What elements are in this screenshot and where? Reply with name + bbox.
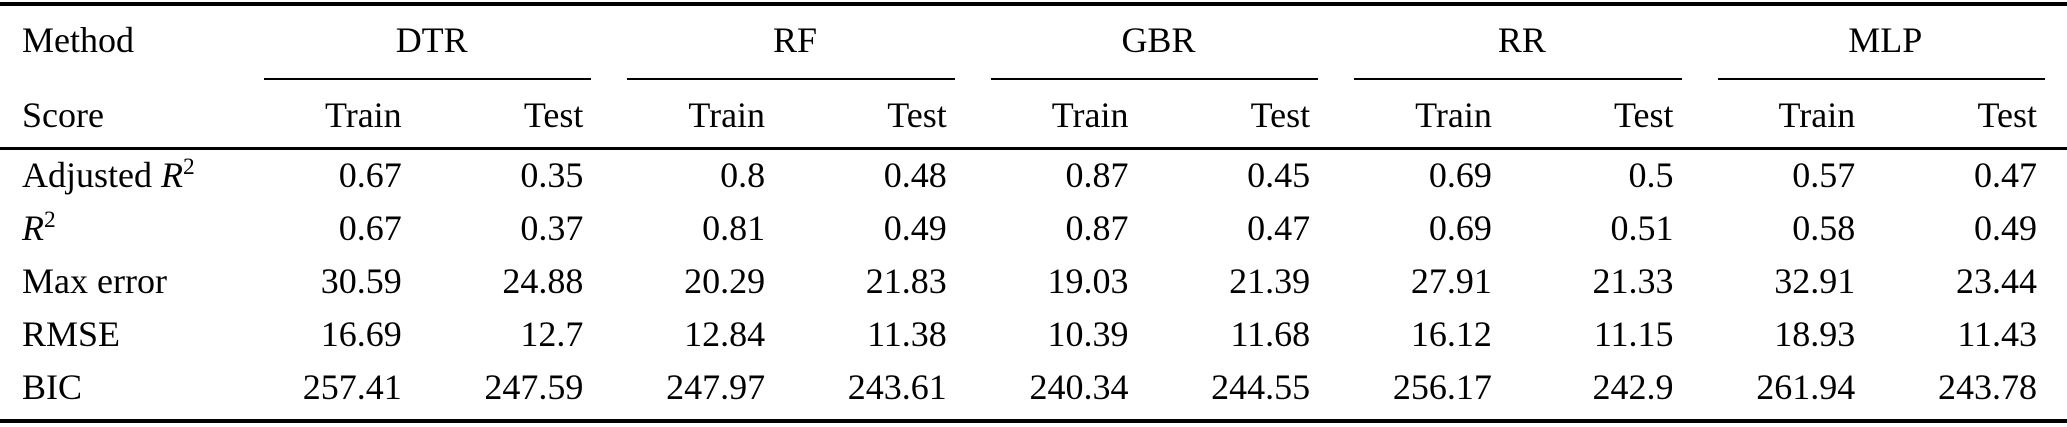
data-cell: 10.39 [1047, 313, 1129, 354]
data-cell: 32.91 [1774, 260, 1856, 301]
row-label-adjusted-r2: Adjusted R2 [0, 146, 250, 201]
data-cell: 243.78 [1938, 366, 2037, 407]
data-cell: 256.17 [1392, 366, 1492, 407]
table-row-rmse: RMSE 16.69 12.7 12.84 11.38 10.39 11.68 … [0, 307, 2067, 360]
subheader-dtr-train: Train [324, 95, 402, 136]
data-cell: 0.51 [1610, 207, 1674, 248]
cmidrule-spacer [0, 74, 250, 84]
data-cell: 0.37 [520, 207, 584, 248]
data-cell: 257.41 [302, 366, 402, 407]
table-row-bic: BIC 257.41 247.59 247.97 243.61 240.34 2… [0, 360, 2067, 413]
data-cell: 0.67 [250, 146, 432, 201]
data-cell: 11.68 [1230, 313, 1311, 354]
score-header: Score [22, 95, 104, 136]
data-cell: 12.7 [520, 313, 584, 354]
score-header-row: Score Train Test Train Test Train Test T… [0, 84, 2067, 148]
data-cell: 242.9 [1592, 366, 1674, 407]
data-cell: 16.12 [1410, 313, 1492, 354]
data-cell: 0.58 [1792, 207, 1856, 248]
results-table: Method DTR RF GBR RR MLP Score Train Tes… [0, 6, 2067, 413]
data-cell: 24.88 [502, 260, 584, 301]
subheader-mlp-test: Test [1977, 95, 2037, 136]
data-cell: 11.43 [1957, 313, 2037, 354]
subheader-gbr-test: Test [1250, 95, 1311, 136]
cmidrule-rr [1340, 74, 1703, 84]
group-header-rf: RF [773, 20, 818, 60]
row-label-rmse: RMSE [22, 313, 121, 354]
table-row-max-error: Max error 30.59 24.88 20.29 21.83 19.03 … [0, 254, 2067, 307]
data-cell: 0.49 [1974, 207, 2037, 248]
data-cell: 0.8 [613, 146, 796, 201]
row-label-max-error: Max error [22, 260, 167, 301]
subheader-rr-train: Train [1415, 95, 1492, 136]
row-label-r2: R2 [22, 206, 56, 248]
data-cell: 0.35 [431, 146, 614, 201]
table-row-r2: R2 0.67 0.37 0.81 0.49 0.87 0.47 0.69 0.… [0, 201, 2067, 254]
subheader-rf-test: Test [887, 95, 947, 136]
data-cell: 0.81 [702, 207, 766, 248]
cmidrule-rf [613, 74, 976, 84]
data-cell: 11.15 [1593, 313, 1674, 354]
row-label-bic: BIC [22, 366, 83, 407]
data-cell: 0.47 [1247, 207, 1311, 248]
subheader-mlp-train: Train [1778, 95, 1856, 136]
data-cell: 23.44 [1956, 260, 2037, 301]
data-cell: 240.34 [1029, 366, 1129, 407]
group-header-gbr: GBR [1121, 20, 1196, 60]
data-cell: 11.38 [867, 313, 947, 354]
subheader-rr-test: Test [1614, 95, 1674, 136]
group-header-rr: RR [1497, 20, 1546, 60]
data-cell: 19.03 [1047, 260, 1129, 301]
data-cell: 0.49 [883, 207, 947, 248]
cmidrule-dtr [250, 74, 613, 84]
method-header-row: Method DTR RF GBR RR MLP [0, 6, 2067, 74]
bottomrule [0, 419, 2067, 423]
data-cell: 21.39 [1229, 260, 1311, 301]
data-cell: 0.47 [1885, 146, 2067, 201]
data-cell: 261.94 [1756, 366, 1856, 407]
data-cell: 0.57 [1703, 146, 1886, 201]
data-cell: 12.84 [684, 313, 766, 354]
data-cell: 0.87 [976, 146, 1159, 201]
data-cell: 27.91 [1410, 260, 1492, 301]
data-cell: 243.61 [847, 366, 947, 407]
data-cell: 0.69 [1340, 146, 1522, 201]
cmidrule-gbr [977, 74, 1340, 84]
data-cell: 0.5 [1521, 146, 1704, 201]
table-row-adjusted-r2: Adjusted R2 0.67 0.35 0.8 0.48 0.87 0.45… [0, 146, 2067, 201]
group-header-dtr: DTR [395, 20, 468, 60]
data-cell: 244.55 [1211, 366, 1311, 407]
toprule [0, 2, 2067, 6]
data-cell: 0.45 [1158, 146, 1341, 201]
data-cell: 18.93 [1774, 313, 1856, 354]
data-cell: 16.69 [320, 313, 402, 354]
data-cell: 247.97 [666, 366, 766, 407]
cmidrule-row [0, 74, 2067, 84]
data-cell: 0.48 [795, 146, 977, 201]
data-cell: 20.29 [684, 260, 766, 301]
data-cell: 21.33 [1592, 260, 1674, 301]
cmidrule-mlp [1704, 74, 2067, 84]
data-cell: 0.67 [338, 207, 402, 248]
data-cell: 0.87 [1065, 207, 1129, 248]
subheader-dtr-test: Test [523, 95, 584, 136]
method-header: Method [22, 20, 134, 60]
data-cell: 0.69 [1428, 207, 1492, 248]
data-cell: 21.83 [865, 260, 947, 301]
subheader-rf-train: Train [688, 95, 766, 136]
data-cell: 247.59 [484, 366, 584, 407]
subheader-gbr-train: Train [1051, 95, 1129, 136]
group-header-mlp: MLP [1848, 20, 1923, 60]
data-cell: 30.59 [320, 260, 402, 301]
